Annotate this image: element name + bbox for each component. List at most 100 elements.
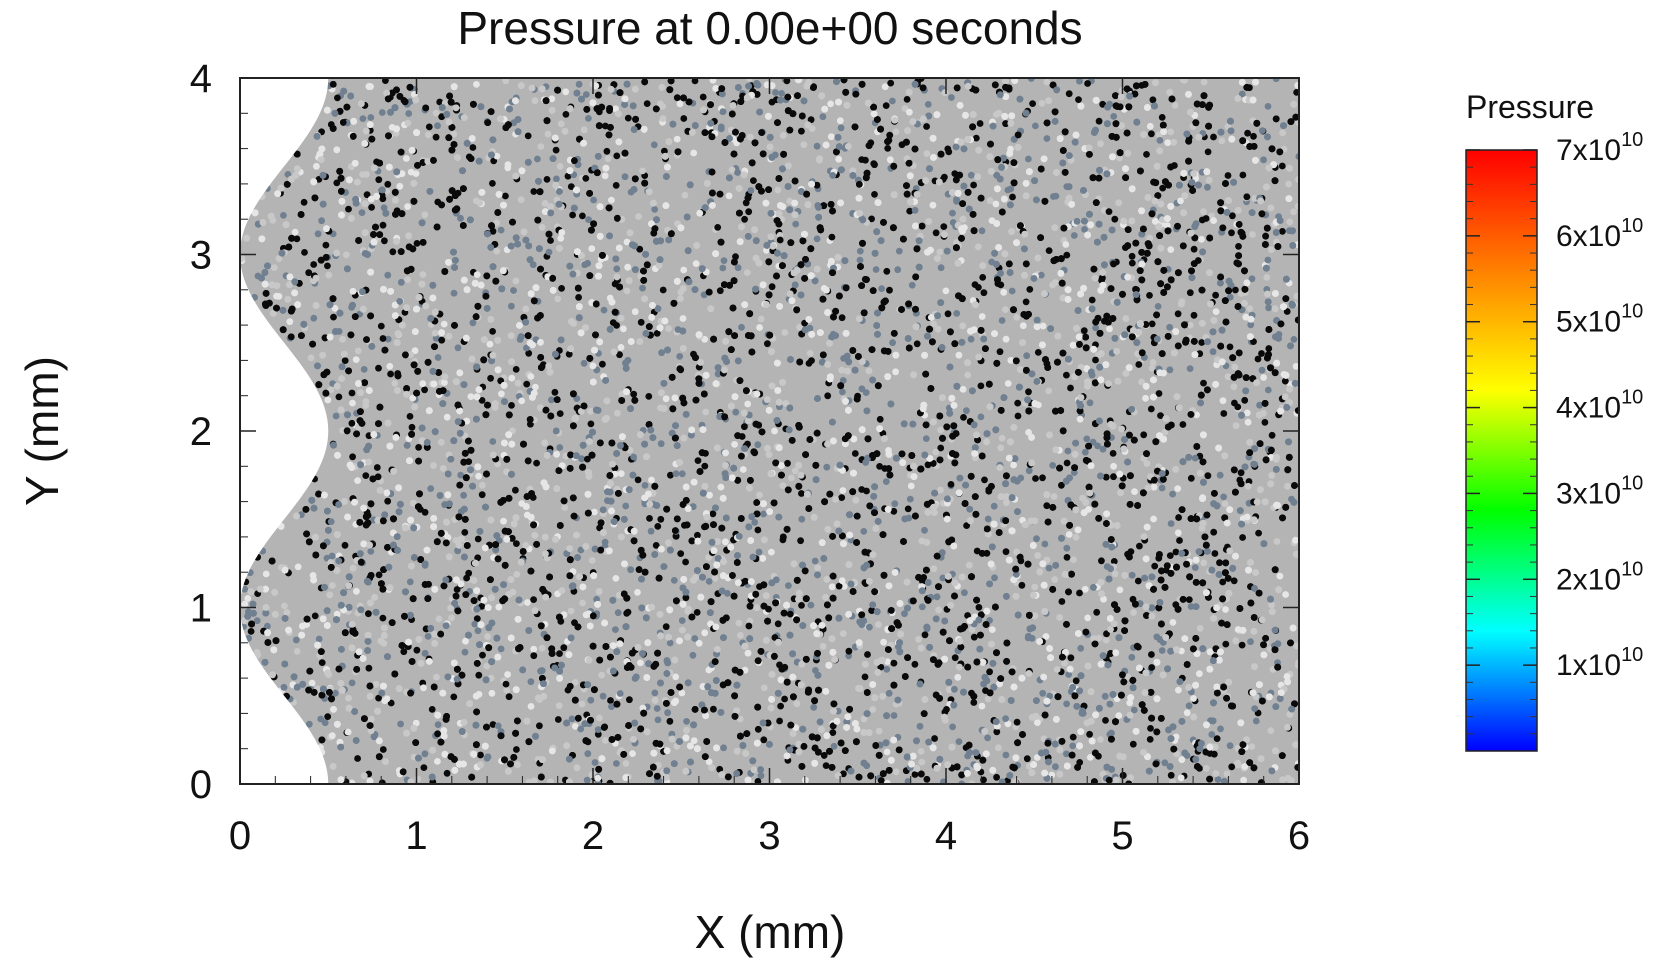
particle — [1249, 231, 1256, 238]
particle — [1221, 500, 1229, 508]
particle — [461, 529, 469, 536]
particle — [887, 79, 895, 87]
particle — [318, 659, 326, 666]
particle — [1148, 664, 1156, 671]
particle — [744, 649, 752, 657]
particle — [1046, 692, 1054, 700]
particle — [556, 650, 563, 657]
particle — [348, 419, 356, 427]
particle — [974, 243, 982, 251]
particle — [967, 335, 975, 343]
particle — [935, 606, 942, 614]
particle — [655, 262, 663, 269]
particle — [756, 491, 763, 499]
particle — [657, 440, 665, 448]
particle — [1025, 429, 1032, 436]
particle — [568, 715, 576, 723]
particle — [471, 620, 479, 628]
particle — [774, 620, 782, 628]
particle — [424, 633, 432, 640]
particle — [670, 577, 678, 584]
particle — [1023, 352, 1031, 360]
particle — [373, 464, 381, 471]
particle — [1150, 483, 1158, 491]
particle — [734, 264, 742, 272]
particle — [1148, 320, 1156, 328]
particle — [796, 323, 803, 331]
particle — [612, 575, 620, 582]
particle — [630, 390, 638, 398]
particle — [604, 155, 612, 163]
particle — [1034, 552, 1042, 559]
particle — [1204, 183, 1211, 191]
particle — [467, 393, 475, 400]
particle — [634, 476, 642, 484]
particle — [367, 715, 375, 723]
particle — [639, 284, 646, 292]
particle — [779, 132, 787, 139]
particle — [432, 334, 440, 342]
particle — [984, 515, 992, 523]
particle — [1244, 129, 1251, 137]
particle — [434, 721, 442, 728]
particle — [564, 172, 572, 180]
particle — [768, 98, 776, 106]
particle — [1122, 315, 1130, 323]
particle — [757, 315, 765, 323]
particle — [1260, 374, 1267, 381]
particle — [294, 563, 302, 571]
particle — [795, 78, 803, 84]
particle — [382, 758, 389, 766]
particle — [1167, 246, 1175, 254]
particle — [502, 192, 509, 200]
particle — [717, 125, 725, 133]
particle — [523, 344, 530, 352]
particle — [428, 706, 436, 713]
particle — [552, 146, 560, 154]
particle — [345, 694, 352, 702]
particle — [966, 505, 974, 513]
particle — [525, 349, 533, 357]
particle — [653, 330, 661, 337]
particle — [502, 78, 510, 85]
particle — [1244, 418, 1252, 426]
particle — [405, 110, 413, 117]
particle — [959, 322, 967, 330]
particle — [622, 502, 630, 510]
particle — [724, 590, 731, 597]
particle — [1161, 428, 1169, 436]
particle — [359, 115, 367, 122]
particle — [1110, 473, 1117, 481]
particle — [1178, 756, 1186, 764]
particle — [1222, 606, 1229, 613]
particle — [1138, 378, 1145, 386]
particle — [1039, 474, 1046, 482]
particle — [691, 78, 699, 85]
particle — [1169, 619, 1177, 626]
particle — [474, 627, 482, 635]
particle — [840, 770, 847, 778]
particle — [517, 196, 525, 204]
particle — [1264, 386, 1272, 394]
particle — [1174, 485, 1182, 492]
particle — [883, 267, 891, 275]
particle — [930, 565, 938, 573]
particle — [929, 201, 937, 209]
particle — [1132, 285, 1139, 293]
particle — [1259, 127, 1266, 134]
particle — [883, 748, 891, 756]
particle — [709, 78, 717, 84]
particle — [1219, 578, 1227, 586]
particle — [760, 510, 767, 518]
particle — [882, 478, 890, 485]
particle — [293, 648, 301, 655]
particle — [835, 582, 843, 590]
particle — [805, 360, 813, 367]
particle — [560, 644, 568, 652]
particle — [591, 759, 599, 766]
particle — [1226, 293, 1234, 301]
particle — [993, 111, 1000, 118]
particle — [541, 200, 549, 207]
particle — [1070, 469, 1078, 476]
particle — [1063, 554, 1071, 561]
